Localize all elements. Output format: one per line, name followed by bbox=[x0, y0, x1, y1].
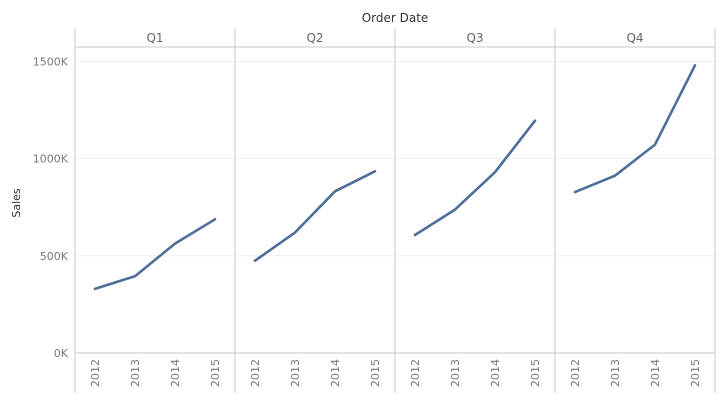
panel-header-q1: Q1 bbox=[146, 31, 163, 45]
x-tick-label: 2012 bbox=[569, 359, 582, 387]
x-tick-label: 2012 bbox=[249, 359, 262, 387]
panel-header-q2: Q2 bbox=[306, 31, 323, 45]
y-tick-label: 500K bbox=[40, 250, 69, 263]
x-tick-label: 2013 bbox=[609, 359, 622, 387]
y-axis-title: Sales bbox=[10, 188, 23, 218]
y-tick-label: 1000K bbox=[33, 153, 69, 166]
x-tick-label: 2014 bbox=[169, 359, 182, 387]
series-line-q4 bbox=[575, 65, 695, 192]
x-tick-label: 2014 bbox=[649, 359, 662, 387]
series-line-q2 bbox=[255, 171, 375, 260]
x-tick-label: 2015 bbox=[369, 359, 382, 387]
panel-header-q3: Q3 bbox=[466, 31, 483, 45]
series-line-q1 bbox=[95, 219, 215, 289]
x-tick-label: 2013 bbox=[289, 359, 302, 387]
x-tick-label: 2013 bbox=[129, 359, 142, 387]
y-tick-label: 0K bbox=[54, 347, 69, 360]
x-tick-label: 2015 bbox=[209, 359, 222, 387]
x-tick-label: 2014 bbox=[489, 359, 502, 387]
x-tick-label: 2012 bbox=[409, 359, 422, 387]
x-tick-label: 2013 bbox=[449, 359, 462, 387]
y-tick-label: 1500K bbox=[33, 55, 69, 68]
series-line-q3 bbox=[415, 121, 535, 235]
panel-header-q4: Q4 bbox=[626, 31, 643, 45]
column-header: Order Date bbox=[362, 11, 429, 25]
x-tick-label: 2015 bbox=[529, 359, 542, 387]
x-tick-label: 2014 bbox=[329, 359, 342, 387]
x-tick-label: 2015 bbox=[689, 359, 702, 387]
x-tick-label: 2012 bbox=[89, 359, 102, 387]
